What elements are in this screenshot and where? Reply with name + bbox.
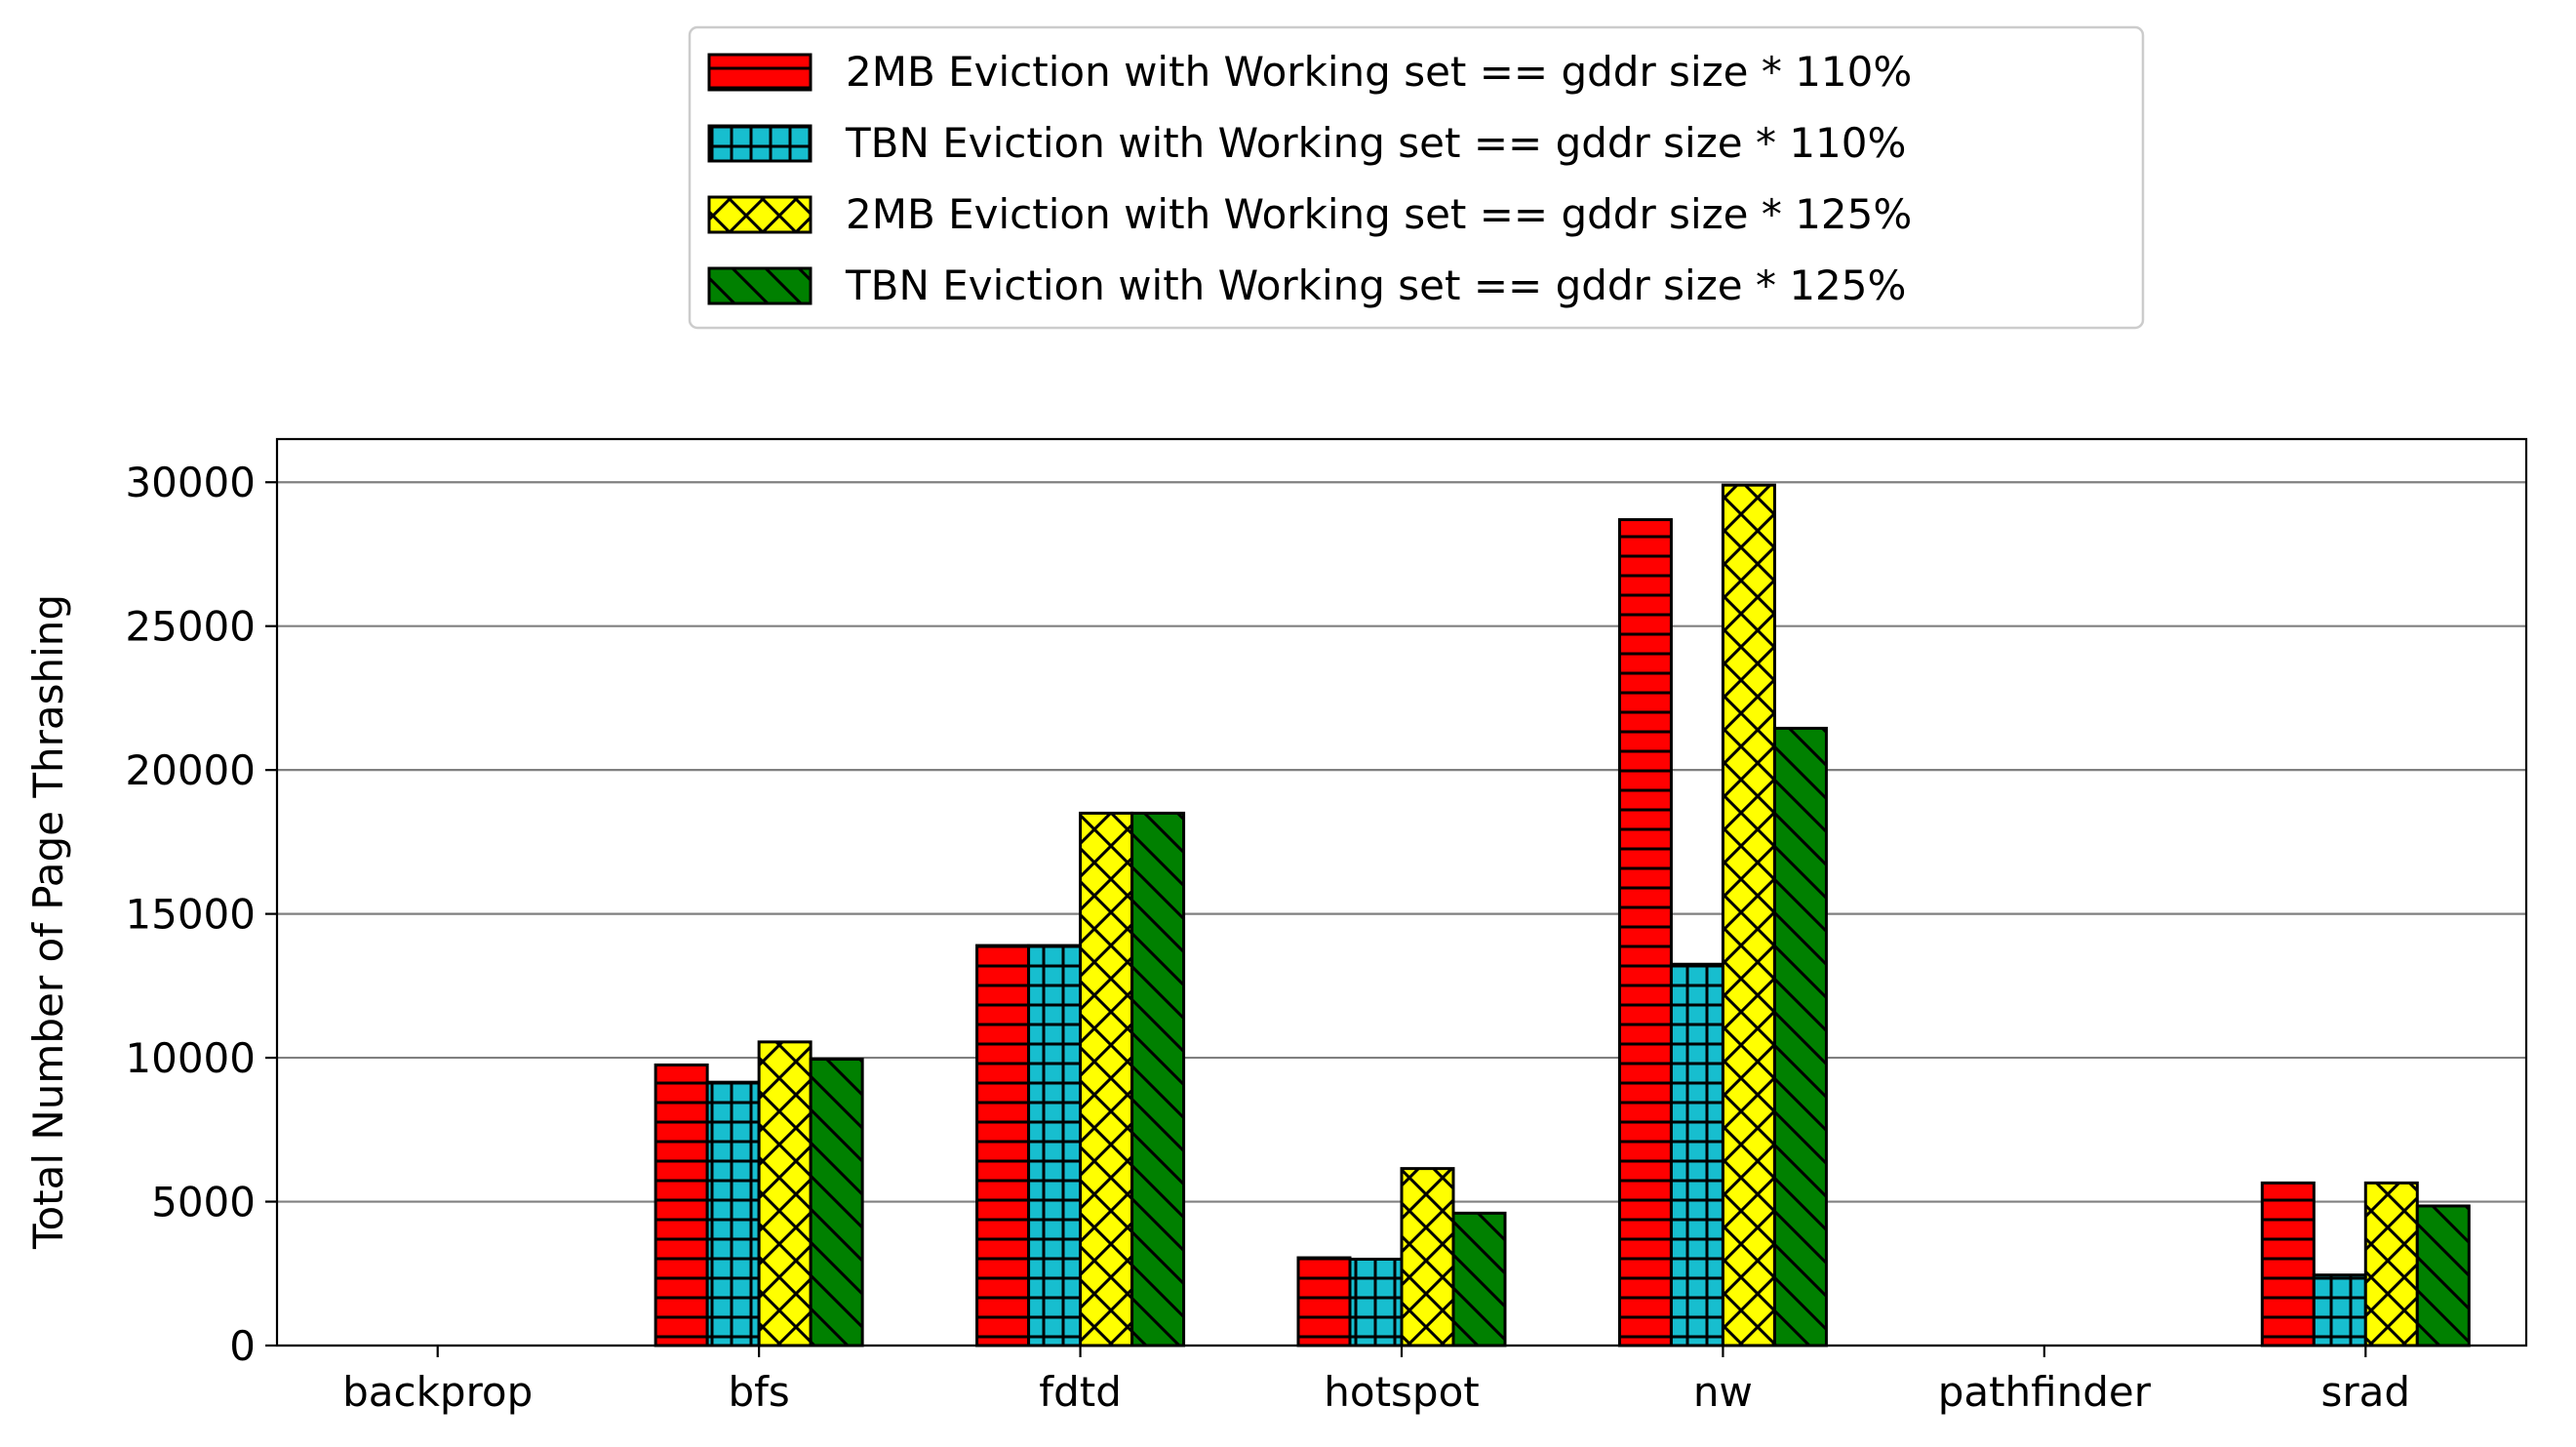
legend-label: 2MB Eviction with Working set == gddr si… (846, 190, 1912, 238)
y-tick-label: 0 (229, 1322, 256, 1370)
bar-bfs-series-3 (757, 1040, 812, 1347)
bar-fdtd-series-2 (1027, 944, 1083, 1347)
y-tick-label: 15000 (125, 891, 256, 939)
bar-nw-series-4 (1772, 726, 1828, 1347)
axes: 0 5000 10000 15000 20000 25000 30000 backprop bf… (125, 459, 2410, 1416)
bar-hotspot-series-1 (1296, 1256, 1352, 1347)
bar-hotspot-series-4 (1451, 1211, 1507, 1347)
bar-srad-series-1 (2260, 1181, 2316, 1347)
bar-nw-series-3 (1721, 483, 1776, 1347)
bar-bfs-series-4 (809, 1058, 864, 1347)
y-tick-label: 20000 (125, 746, 256, 794)
legend: 2MB Eviction with Working set == gddr si… (688, 25, 2145, 330)
bar-hotspot-series-3 (1400, 1167, 1455, 1347)
x-tick-label: fdtd (1039, 1368, 1122, 1416)
legend-swatch (707, 266, 812, 305)
bar-hotspot-series-2 (1348, 1258, 1404, 1347)
grid-lines (277, 481, 2526, 1347)
legend-label: TBN Eviction with Working set == gddr si… (845, 261, 1906, 309)
y-tick-label: 10000 (125, 1034, 256, 1082)
x-tick-label: nw (1693, 1368, 1753, 1416)
bar-fdtd-series-4 (1130, 811, 1186, 1347)
bar-nw-series-1 (1617, 518, 1673, 1347)
bar-bfs-series-1 (654, 1063, 709, 1347)
bar-srad-series-4 (2415, 1204, 2471, 1347)
y-tick-label: 5000 (151, 1179, 256, 1226)
x-tick-label: hotspot (1324, 1368, 1480, 1416)
legend-label: TBN Eviction with Working set == gddr si… (845, 119, 1906, 167)
x-tick-label: bfs (728, 1368, 789, 1416)
legend-swatch (707, 124, 812, 163)
bars (654, 483, 2471, 1347)
bar-nw-series-2 (1669, 962, 1724, 1347)
y-axis-label: Total Number of Page Thrashing (24, 594, 72, 1250)
x-tick-label: pathfinder (1938, 1368, 2152, 1416)
x-tick-label: backprop (342, 1368, 533, 1416)
y-tick-label: 25000 (125, 603, 256, 651)
x-tick-label: srad (2321, 1368, 2411, 1416)
legend-box (688, 25, 2145, 330)
y-tick-label: 30000 (125, 459, 256, 506)
legend-label: 2MB Eviction with Working set == gddr si… (846, 48, 1912, 96)
bar-srad-series-3 (2363, 1181, 2419, 1347)
legend-swatch (707, 53, 812, 92)
bar-srad-series-2 (2312, 1273, 2367, 1347)
bar-fdtd-series-1 (975, 944, 1031, 1347)
bar-fdtd-series-3 (1079, 811, 1134, 1347)
bar-bfs-series-2 (705, 1080, 761, 1347)
legend-swatch (707, 195, 812, 234)
